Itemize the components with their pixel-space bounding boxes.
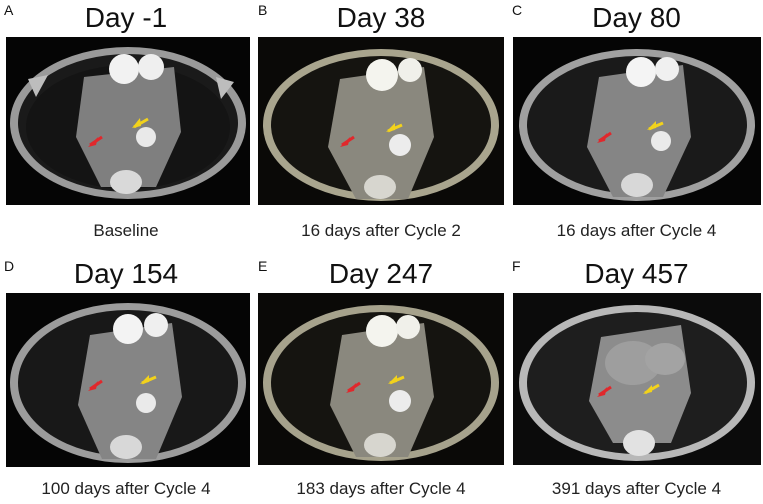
panel-letter: F <box>512 258 521 274</box>
panel-title: Day -1 <box>84 2 168 33</box>
panel-caption: Baseline <box>93 221 159 240</box>
panel-letter: D <box>4 258 15 274</box>
ct-scan-image <box>258 293 504 465</box>
panel-title: Day 457 <box>584 258 689 289</box>
panel-letter: C <box>512 2 523 18</box>
panel-caption: 183 days after Cycle 4 <box>296 479 466 498</box>
ct-scan-image <box>6 293 250 467</box>
panel-c: C Day 80 16 days after Cycle 4 <box>510 0 763 250</box>
panel-caption: 391 days after Cycle 4 <box>551 479 722 498</box>
panel-letter: A <box>4 2 14 18</box>
panel-d: D Day 154 100 days after Cycle 4 <box>0 256 252 504</box>
panel-e: E Day 247 183 days after Cycle 4 <box>255 256 507 504</box>
panel-title: Day 154 <box>73 258 179 289</box>
ct-scan-image <box>513 293 761 465</box>
panel-caption: 100 days after Cycle 4 <box>41 479 211 498</box>
panel-letter: B <box>258 2 268 18</box>
panel-caption: 16 days after Cycle 4 <box>556 221 717 240</box>
ct-scan-image <box>258 37 504 205</box>
panel-title: Day 38 <box>336 2 426 33</box>
panel-letter: E <box>258 258 268 274</box>
panel-a: A Day -1 Baseline <box>0 0 252 250</box>
ct-scan-image <box>513 37 761 205</box>
panel-b: B Day 38 16 days after Cycle 2 <box>255 0 507 250</box>
panel-caption: 16 days after Cycle 2 <box>301 221 461 240</box>
panel-f: F Day 457 391 days after Cycle 4 <box>510 256 763 504</box>
ct-scan-image <box>6 37 250 205</box>
panel-title: Day 247 <box>328 258 434 289</box>
panel-title: Day 80 <box>592 2 681 33</box>
